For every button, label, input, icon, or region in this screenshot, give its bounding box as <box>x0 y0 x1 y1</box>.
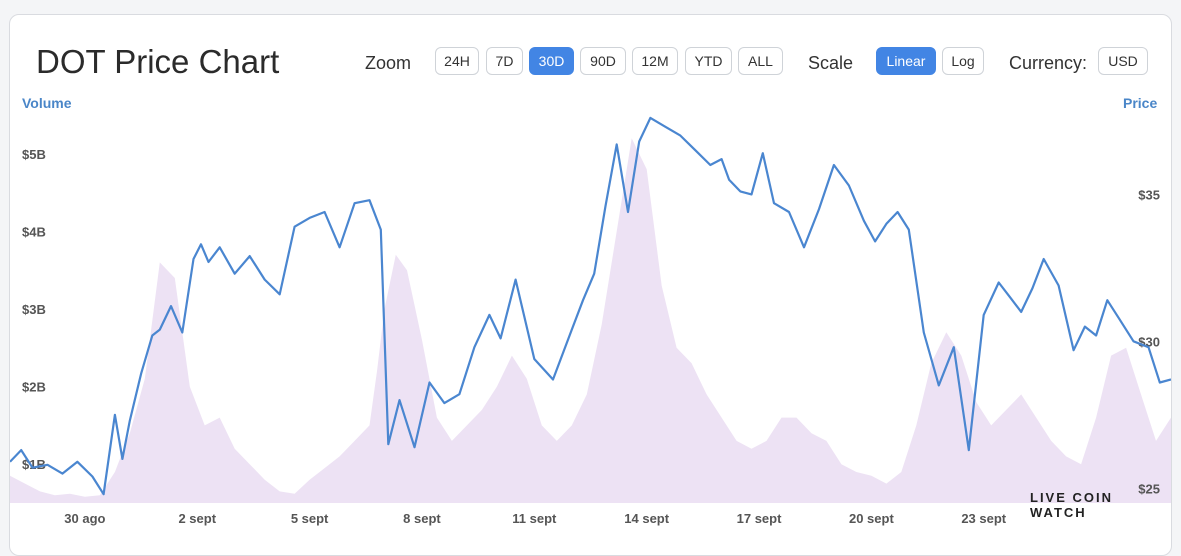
date-tick-label: 20 sept <box>849 511 894 526</box>
date-tick-label: 5 sept <box>291 511 329 526</box>
date-tick-label: 11 sept <box>512 511 557 526</box>
date-axis-ticks: 30 ago 2 sept 5 sept 8 sept 11 sept 14 sept 17… <box>64 511 1006 526</box>
volume-axis-ticks: $1B$2B$3B$4B$5B <box>22 147 46 472</box>
date-tick-label: 30 ago <box>64 511 105 526</box>
date-tick-label: 8 sept <box>403 511 441 526</box>
date-tick-label: 17 sept <box>737 511 782 526</box>
date-tick-label: 14 sept <box>624 511 669 526</box>
volume-tick-label: $4B <box>22 224 46 239</box>
volume-tick-label: $2B <box>22 380 46 395</box>
date-tick-label: 2 sept <box>178 511 216 526</box>
date-tick-label: 23 sept <box>961 511 1006 526</box>
price-tick-label: $35 <box>1138 187 1160 202</box>
live-coin-watch-logo: LIVE COIN WATCH <box>1030 490 1171 520</box>
volume-tick-label: $5B <box>22 147 46 162</box>
chart-card: DOT Price Chart Zoom 24H 7D 30D 90D 12M … <box>9 14 1172 556</box>
volume-tick-label: $3B <box>22 302 46 317</box>
